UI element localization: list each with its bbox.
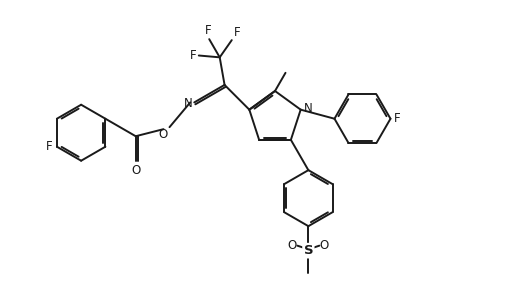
Text: O: O <box>158 128 168 141</box>
Text: S: S <box>303 244 313 257</box>
Text: F: F <box>234 26 240 39</box>
Text: F: F <box>47 140 53 153</box>
Text: F: F <box>190 49 197 62</box>
Text: O: O <box>320 239 329 252</box>
Text: F: F <box>393 112 400 125</box>
Text: O: O <box>288 239 297 252</box>
Text: O: O <box>131 164 140 177</box>
Text: F: F <box>205 24 211 37</box>
Text: N: N <box>184 97 192 110</box>
Text: N: N <box>303 102 312 115</box>
